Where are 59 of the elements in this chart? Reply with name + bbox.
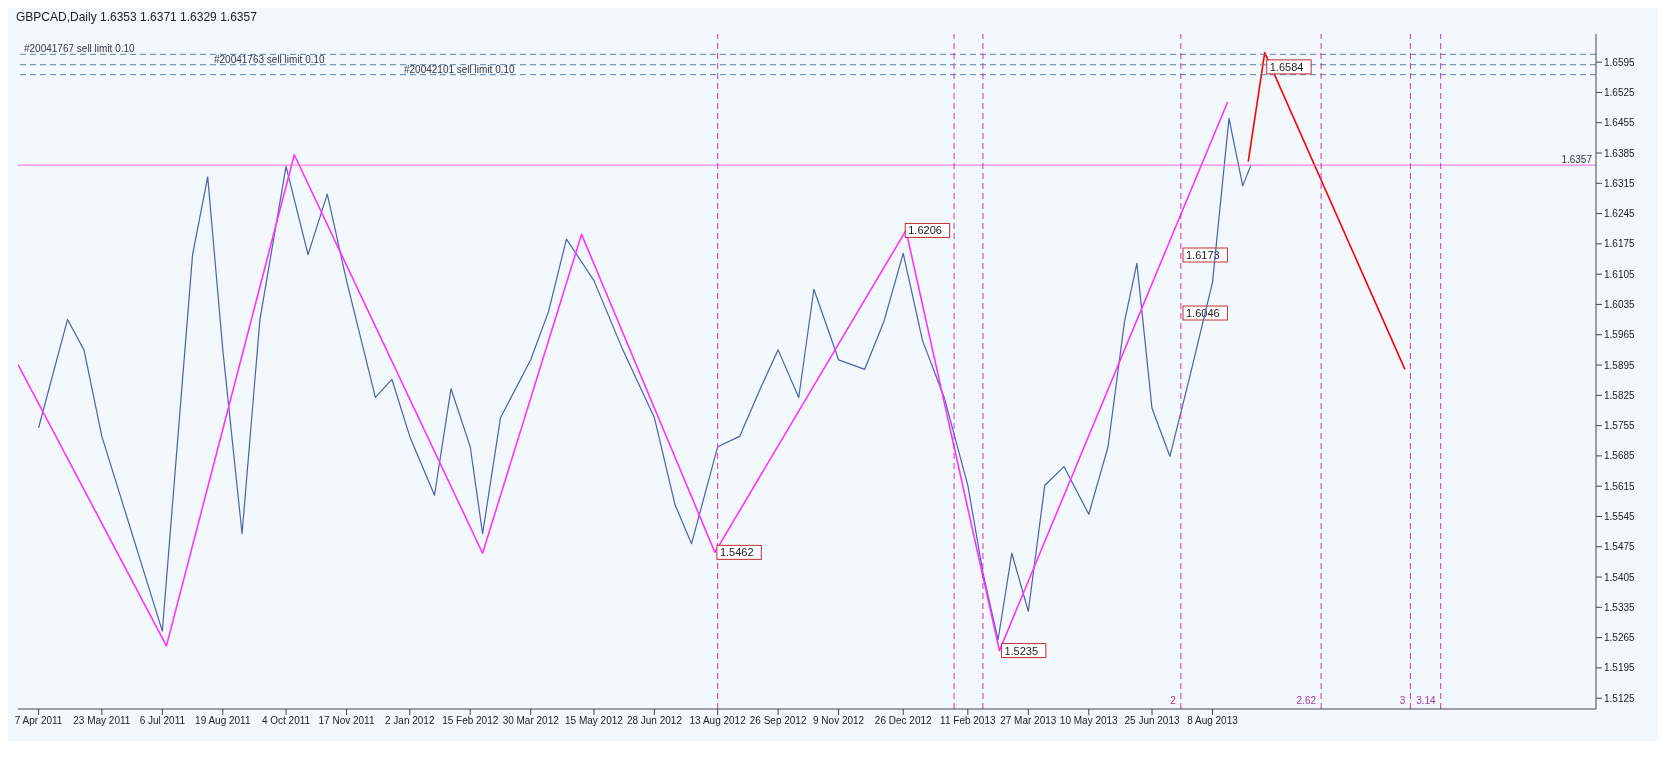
x-tick-label: 19 Aug 2011	[195, 715, 251, 727]
y-tick-label: 1.5615	[1604, 480, 1636, 492]
ref-line-label: #20041763 sell limit 0.10	[214, 53, 326, 65]
annotation: 1.6173	[1186, 249, 1220, 261]
x-tick-label: 27 Mar 2013	[1000, 715, 1057, 727]
y-tick-label: 1.5545	[1604, 511, 1636, 522]
annotation: 1.6206	[908, 224, 942, 237]
y-tick-label: 1.5125	[1604, 692, 1636, 704]
x-tick-label: 17 Nov 2011	[318, 715, 375, 727]
x-tick-label: 28 Jun 2012	[626, 715, 683, 727]
x-tick-label: 25 Jun 2013	[1124, 715, 1180, 727]
x-tick-label: 6 Jul 2011	[139, 715, 186, 727]
y-tick-label: 1.6455	[1604, 117, 1636, 129]
ref-line-label: #20041767 sell limit 0.10	[24, 43, 136, 55]
ref-line-label: 2.62	[1296, 695, 1317, 706]
y-tick-label: 1.6175	[1604, 238, 1636, 250]
y-tick-label: 1.5755	[1604, 420, 1636, 432]
annotation: 1.6046	[1186, 307, 1220, 319]
y-tick-label: 1.5685	[1604, 450, 1636, 462]
x-tick-label: 10 May 2013	[1059, 715, 1119, 727]
y-tick-label: 1.5895	[1604, 359, 1636, 371]
x-tick-label: 13 Aug 2012	[689, 715, 747, 727]
y-tick-label: 1.6105	[1604, 268, 1636, 280]
x-tick-label: 26 Dec 2012	[874, 715, 933, 727]
x-tick-label: 23 May 2011	[73, 715, 131, 727]
x-tick-label: 30 Mar 2012	[502, 715, 560, 727]
y-tick-label: 1.6035	[1604, 298, 1636, 310]
y-tick-label: 1.5405	[1604, 571, 1636, 583]
x-tick-label: 2 Jan 2012	[385, 715, 435, 727]
x-tick-label: 26 Sep 2012	[749, 715, 807, 727]
x-tick-label: 8 Aug 2013	[1187, 715, 1239, 727]
y-tick-label: 1.6245	[1604, 208, 1636, 220]
x-tick-label: 11 Feb 2013	[940, 715, 996, 727]
annotation: 1.6584	[1269, 60, 1304, 73]
chart-title: GBPCAD,Daily 1.6353 1.6371 1.6329 1.6357	[15, 9, 258, 26]
x-tick-label: 9 Nov 2012	[813, 715, 865, 727]
y-tick-label: 1.5335	[1604, 601, 1636, 613]
y-tick-label: 1.5265	[1604, 632, 1636, 644]
ref-line-label: 3.14	[1416, 695, 1437, 706]
annotation: 1.5235	[1004, 644, 1039, 657]
price-tag: 1.6173	[1182, 247, 1228, 263]
y-tick-label: 1.6315	[1604, 177, 1636, 189]
ref-line-label: 2	[1170, 695, 1177, 706]
ref-line-label: 3	[1399, 695, 1406, 706]
x-tick-label: 15 Feb 2012	[442, 715, 499, 727]
y-tick-label: 1.5825	[1604, 389, 1636, 401]
y-tick-label: 1.5965	[1604, 329, 1636, 341]
y-tick-label: 1.6385	[1604, 147, 1636, 159]
y-tick-label: 1.6525	[1604, 86, 1636, 98]
x-tick-label: 7 Apr 2011	[14, 715, 63, 727]
annotation: 1.5462	[719, 546, 754, 559]
y-tick-label: 1.5195	[1604, 662, 1636, 674]
ref-line-label: #20042101 sell limit 0.10	[404, 63, 516, 75]
ref-line-label: 1.6357	[1561, 154, 1593, 166]
x-tick-label: 4 Oct 2011	[261, 715, 311, 727]
x-tick-label: 15 May 2012	[565, 715, 624, 727]
y-tick-label: 1.5475	[1604, 541, 1636, 553]
price-tag: 1.6046	[1182, 305, 1228, 321]
y-tick-label: 1.6595	[1604, 56, 1636, 68]
